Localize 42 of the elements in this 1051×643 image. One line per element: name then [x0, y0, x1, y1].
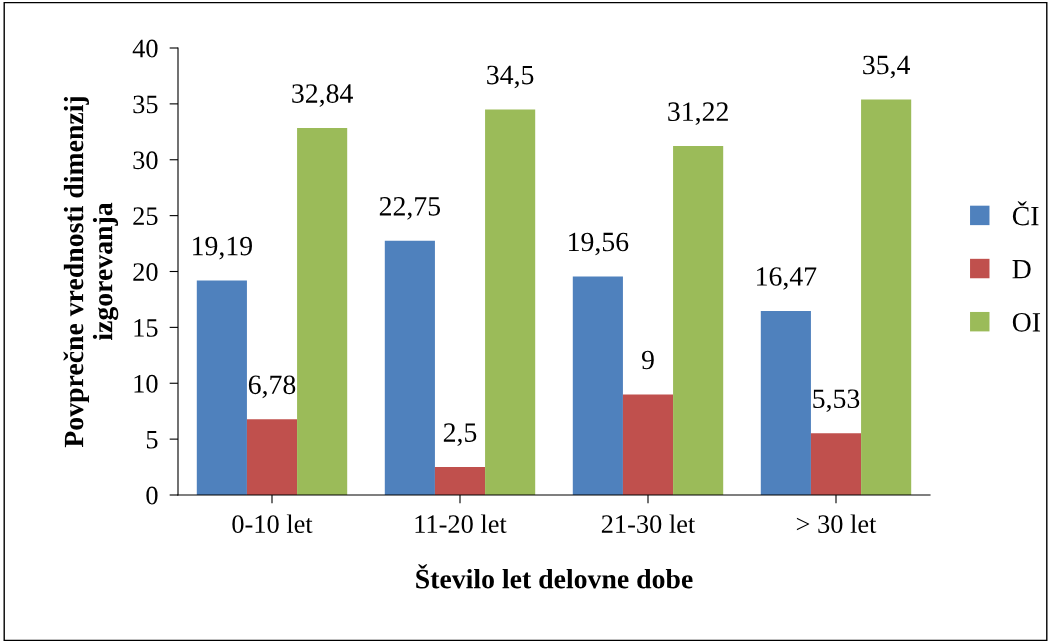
legend-label: OI [1012, 313, 1041, 332]
legend-label: D [1012, 260, 1031, 279]
x-tick-label: 0-10 let [232, 514, 313, 534]
y-tick-label: 20 [133, 263, 158, 281]
y-tick-label: 30 [133, 151, 158, 170]
data-label: 9 [641, 350, 654, 370]
bar [384, 240, 435, 495]
data-label: 6,78 [248, 375, 296, 399]
data-label: 16,47 [757, 267, 817, 290]
bar [622, 394, 674, 495]
x-tick-label: > 30 let [796, 514, 877, 534]
data-label: 19,56 [569, 232, 629, 256]
data-label: 31,22 [668, 102, 728, 126]
bar [810, 433, 862, 495]
y-tick-label: 5 [146, 431, 158, 449]
data-label: 2,5 [443, 423, 477, 446]
data-label: 32,84 [292, 84, 353, 107]
y-tick-label: 0 [146, 486, 158, 505]
y-tick-label: 25 [133, 207, 158, 226]
bar [572, 276, 623, 495]
bar [297, 128, 348, 495]
legend-label: ČI [1012, 201, 1039, 226]
y-tick-label: 40 [132, 39, 158, 58]
bar [246, 419, 298, 495]
data-label: 35,4 [863, 55, 910, 79]
y-tick-label: 35 [133, 95, 158, 114]
bar [434, 467, 486, 495]
y-axis-title: Povprečne vrednosti dimenzij izgorevanja [63, 97, 119, 448]
y-tick-label: 15 [134, 319, 158, 337]
data-label: 5,53 [813, 389, 860, 413]
data-label: 22,75 [379, 197, 441, 220]
bar [673, 146, 724, 495]
bar [485, 109, 536, 495]
bar [861, 99, 912, 495]
bar [196, 280, 247, 495]
y-tick-label: 10 [134, 374, 158, 393]
data-label: 19,19 [193, 236, 252, 260]
x-tick-label: 11-20 let [415, 514, 507, 534]
x-axis-title: Število let delovne dobe [416, 564, 693, 589]
bar [760, 310, 811, 495]
data-label: 34,5 [487, 65, 534, 89]
x-tick-label: 21-30 let [601, 514, 696, 534]
